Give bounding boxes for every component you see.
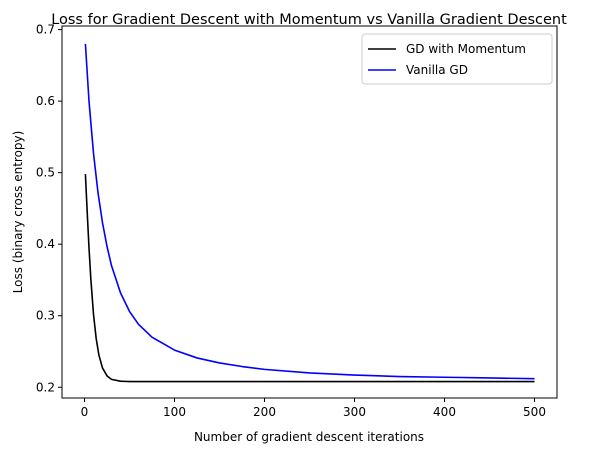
- x-axis-label: Number of gradient descent iterations: [194, 430, 424, 444]
- legend-box: [361, 33, 553, 85]
- x-tick-label: 500: [523, 405, 546, 419]
- plot-area: [61, 25, 558, 399]
- series-layer: [84, 43, 535, 383]
- y-tick-label: 0.7: [36, 23, 55, 37]
- y-tick-label: 0.5: [36, 166, 55, 180]
- y-axis: 0.2 0.3 0.4 0.5 0.6 0.7: [36, 23, 62, 394]
- y-tick-label: 0.2: [36, 380, 55, 394]
- y-axis-label: Loss (binary cross entropy): [11, 131, 25, 294]
- plot-frame: [61, 25, 558, 399]
- y-tick-label: 0.6: [36, 94, 55, 108]
- legend-label-vanilla: Vanilla GD: [406, 63, 468, 77]
- x-tick-label: 400: [433, 405, 456, 419]
- y-tick-label: 0.4: [36, 237, 55, 251]
- y-tick-label: 0.3: [36, 309, 55, 323]
- series-line-momentum: [84, 174, 535, 383]
- legend: GD with Momentum Vanilla GD: [361, 33, 553, 85]
- x-tick-label: 100: [163, 405, 186, 419]
- series-line-vanilla: [84, 43, 535, 380]
- x-axis: 0 100 200 300 400 500: [81, 398, 546, 419]
- legend-label-momentum: GD with Momentum: [406, 42, 526, 56]
- x-tick-label: 200: [253, 405, 276, 419]
- x-tick-label: 300: [343, 405, 366, 419]
- chart-title: Loss for Gradient Descent with Momentum …: [51, 12, 567, 28]
- x-tick-label: 0: [81, 405, 89, 419]
